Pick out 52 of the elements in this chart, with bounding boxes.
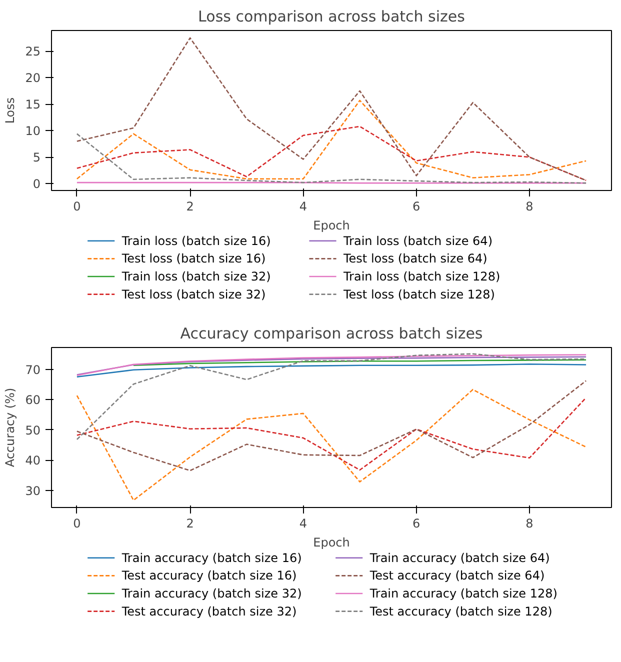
legend-label: Test loss (batch size 64) <box>342 252 488 266</box>
x-axis-title: Epoch <box>313 218 350 232</box>
y-tick-label: 25 <box>25 44 41 59</box>
x-tick-label: 6 <box>412 516 420 530</box>
legend-label: Test accuracy (batch size 16) <box>120 568 297 583</box>
y-tick-label: 5 <box>32 150 41 165</box>
legend-label: Train accuracy (batch size 128) <box>368 586 558 600</box>
y-tick-label: 10 <box>25 124 41 138</box>
y-tick-label: 20 <box>25 71 41 86</box>
line-series <box>76 353 587 440</box>
line-series <box>76 100 587 180</box>
x-tick-label: 6 <box>412 200 420 214</box>
y-tick-label: 15 <box>25 98 41 112</box>
line-series <box>76 388 587 501</box>
y-tick-label: 60 <box>25 393 41 408</box>
y-tick-label: 70 <box>25 362 41 377</box>
legend-label: Train loss (batch size 16) <box>120 234 271 248</box>
legend-label: Test loss (batch size 32) <box>120 287 266 302</box>
chart-title: Loss comparison across batch sizes <box>198 8 466 26</box>
legend-label: Test accuracy (batch size 32) <box>120 604 297 618</box>
legend-label: Train accuracy (batch size 64) <box>368 550 550 565</box>
legend-label: Test loss (batch size 16) <box>120 252 266 266</box>
line-series <box>76 37 587 182</box>
chart-title: Accuracy comparison across batch sizes <box>180 324 483 342</box>
x-tick-label: 2 <box>186 200 194 214</box>
legend-label: Train loss (batch size 64) <box>342 234 493 248</box>
line-series <box>76 397 587 471</box>
x-tick-label: 2 <box>186 516 194 530</box>
legend-label: Train loss (batch size 32) <box>120 270 271 284</box>
y-tick-label: 0 <box>32 177 41 192</box>
x-tick-label: 4 <box>299 200 308 214</box>
x-tick-label: 0 <box>73 516 81 530</box>
y-axis-title: Loss <box>3 97 18 124</box>
legend-label: Test accuracy (batch size 64) <box>368 568 545 583</box>
x-tick-label: 4 <box>299 516 308 530</box>
legend-label: Train accuracy (batch size 16) <box>120 550 302 565</box>
legend-label: Test accuracy (batch size 128) <box>368 604 552 618</box>
line-series <box>76 126 587 182</box>
x-tick-label: 0 <box>73 200 81 214</box>
legend-label: Train loss (batch size 128) <box>342 270 500 284</box>
line-series <box>76 380 587 472</box>
x-tick-label: 8 <box>526 516 534 530</box>
y-tick-label: 30 <box>25 484 41 498</box>
y-tick-label: 40 <box>25 454 41 468</box>
legend-label: Train accuracy (batch size 32) <box>120 586 302 600</box>
y-tick-label: 50 <box>25 423 41 438</box>
legend-label: Test loss (batch size 128) <box>342 287 495 302</box>
y-axis-title: Accuracy (%) <box>3 388 18 468</box>
x-tick-label: 8 <box>526 200 534 214</box>
x-axis-title: Epoch <box>313 536 350 550</box>
line-series <box>76 133 587 184</box>
line-series <box>76 363 587 378</box>
